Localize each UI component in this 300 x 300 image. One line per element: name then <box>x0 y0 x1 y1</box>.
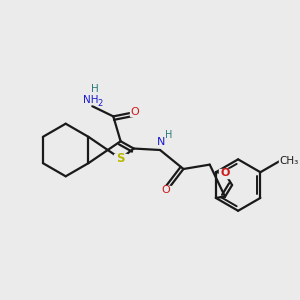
Bar <box>161 186 171 194</box>
Text: O: O <box>220 169 230 178</box>
Text: H: H <box>91 84 99 94</box>
Bar <box>115 154 127 163</box>
Bar <box>84 96 100 104</box>
Bar <box>220 169 231 178</box>
Bar <box>91 85 100 92</box>
Text: 2: 2 <box>98 99 103 108</box>
Text: O: O <box>161 185 170 195</box>
Bar <box>165 132 173 139</box>
Text: S: S <box>116 152 125 165</box>
Bar <box>130 108 140 116</box>
Text: N: N <box>157 137 165 147</box>
Text: H: H <box>165 130 172 140</box>
Text: CH₃: CH₃ <box>279 156 298 166</box>
Text: NH: NH <box>83 95 98 105</box>
Bar <box>279 157 298 166</box>
Bar <box>153 138 169 146</box>
Text: O: O <box>131 107 140 117</box>
